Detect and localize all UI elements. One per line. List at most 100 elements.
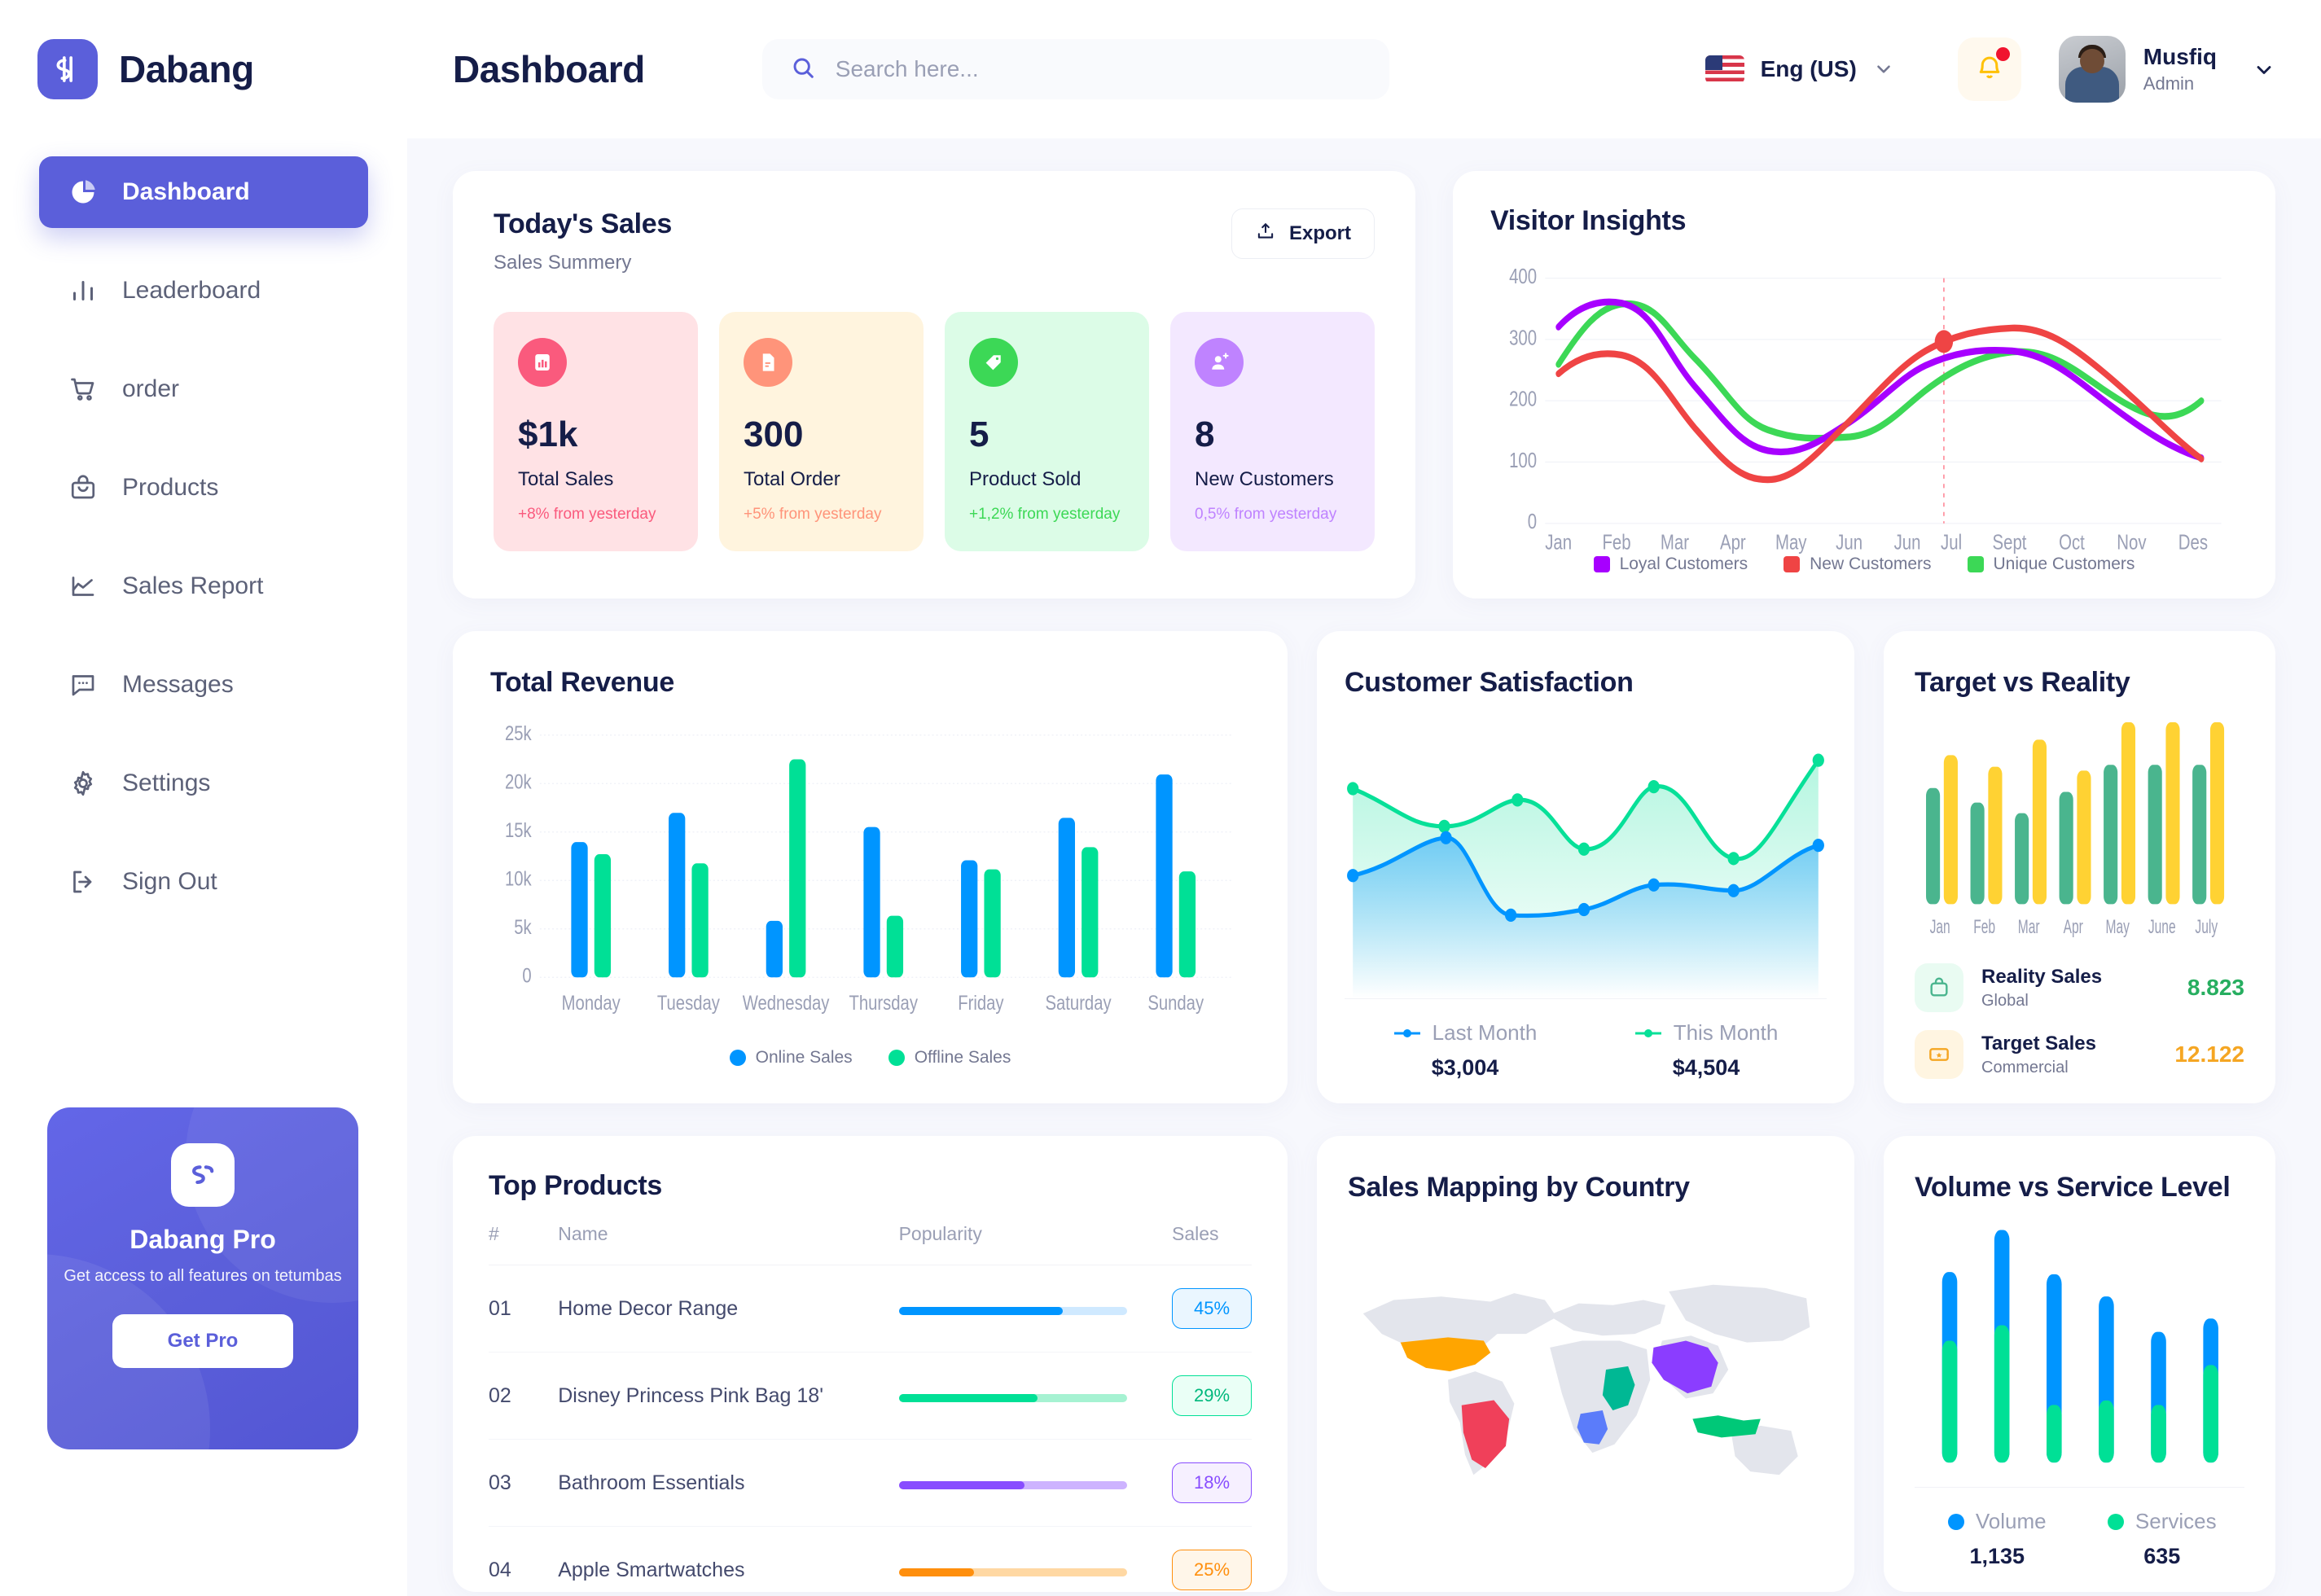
svg-text:Jul: Jul xyxy=(1941,530,1962,554)
main-area: Dashboard Eng (US) xyxy=(407,0,2321,1596)
row-3: Top Products # Name Popularity Sales xyxy=(453,1136,2275,1592)
topbar-right: Eng (US) Mus xyxy=(1705,36,2274,103)
legend-item: Offline Sales xyxy=(888,1048,1011,1068)
product-num: 04 xyxy=(489,1558,511,1581)
sidebar-nav: Dashboard Leaderboard order xyxy=(0,156,407,918)
target-vs-reality-title: Target vs Reality xyxy=(1915,667,2130,698)
customer-satisfaction-svg xyxy=(1347,753,1824,998)
region-china[interactable] xyxy=(1652,1340,1718,1394)
product-name: Apple Smartwatches xyxy=(558,1558,745,1581)
sidebar-item-order[interactable]: order xyxy=(39,353,368,425)
cart-icon xyxy=(67,373,99,406)
us-flag-icon xyxy=(1705,55,1744,83)
notification-button[interactable] xyxy=(1957,37,2021,101)
legend-label: New Customers xyxy=(1810,555,1932,573)
product-sales: 25% xyxy=(1172,1527,1252,1596)
svg-text:Friday: Friday xyxy=(958,992,1004,1014)
svg-text:Feb: Feb xyxy=(1973,917,1995,938)
table-row[interactable]: 02 Disney Princess Pink Bag 18' 29% xyxy=(489,1352,1252,1440)
sidebar-item-messages[interactable]: Messages xyxy=(39,649,368,721)
row-2: Total Revenue xyxy=(453,631,2275,1103)
sidebar-item-products[interactable]: Products xyxy=(39,452,368,524)
get-pro-button[interactable]: Get Pro xyxy=(112,1314,293,1368)
legend-label: This Month xyxy=(1673,1020,1779,1045)
legend-item: Volume xyxy=(1947,1509,2047,1534)
legend-label: Volume xyxy=(1975,1509,2047,1533)
volume-service-svg xyxy=(1941,1230,2218,1463)
region-united-states[interactable] xyxy=(1400,1337,1491,1372)
region-dr-congo[interactable] xyxy=(1577,1410,1608,1445)
language-selector[interactable]: Eng (US) xyxy=(1705,55,1894,83)
svg-text:Wednesday: Wednesday xyxy=(743,992,830,1014)
svg-text:Jan: Jan xyxy=(1930,917,1950,938)
table-row[interactable]: 03 Bathroom Essentials 18% xyxy=(489,1439,1252,1527)
export-button[interactable]: Export xyxy=(1231,208,1375,259)
svg-text:May: May xyxy=(1775,530,1807,554)
sidebar-item-sign-out[interactable]: Sign Out xyxy=(39,846,368,918)
legend-value: 12.122 xyxy=(2174,1041,2244,1067)
stat-grid: $1k Total Sales +8% from yesterday 300 T… xyxy=(494,312,1375,551)
stat-card-total-sales[interactable]: $1k Total Sales +8% from yesterday xyxy=(494,312,698,551)
user-add-icon xyxy=(1195,338,1244,387)
search-input[interactable] xyxy=(835,56,1362,82)
stat-card-product-sold[interactable]: 5 Product Sold +1,2% from yesterday xyxy=(945,312,1149,551)
svg-text:Sept: Sept xyxy=(1993,530,2027,554)
sales-badge: 18% xyxy=(1172,1462,1252,1503)
sidebar-item-sales-report[interactable]: Sales Report xyxy=(39,550,368,622)
sidebar: Dabang Dashboard Leaderboard xyxy=(0,0,407,1596)
page-title: Dashboard xyxy=(453,48,645,90)
invoice-icon xyxy=(744,338,792,387)
region-indonesia[interactable] xyxy=(1692,1415,1761,1438)
sidebar-item-label: Sign Out xyxy=(122,868,217,895)
svg-text:200: 200 xyxy=(1509,387,1537,410)
avatar[interactable] xyxy=(2058,36,2126,103)
visitor-insights-title: Visitor Insights xyxy=(1490,205,1687,236)
stat-card-new-customers[interactable]: 8 New Customers 0,5% from yesterday xyxy=(1170,312,1375,551)
sidebar-item-leaderboard[interactable]: Leaderboard xyxy=(39,255,368,327)
product-popularity xyxy=(898,1265,1172,1353)
brand[interactable]: Dabang xyxy=(0,0,407,99)
sidebar-item-label: Dashboard xyxy=(122,178,250,205)
sales-badge: 25% xyxy=(1172,1550,1252,1590)
table-header-row: # Name Popularity Sales xyxy=(489,1223,1252,1265)
stat-delta: +1,2% from yesterday xyxy=(969,506,1121,523)
todays-sales-card: Today's Sales Sales Summery Export xyxy=(453,171,1415,598)
bag-icon xyxy=(67,471,99,504)
search-icon xyxy=(790,55,816,85)
legend-dot xyxy=(888,1050,905,1066)
svg-text:0: 0 xyxy=(522,965,531,987)
region-saudi-arabia[interactable] xyxy=(1602,1366,1635,1411)
table-row[interactable]: 04 Apple Smartwatches 25% xyxy=(489,1527,1252,1596)
svg-text:Nov: Nov xyxy=(2117,530,2147,554)
search-box[interactable] xyxy=(761,39,1389,99)
region-brazil[interactable] xyxy=(1461,1400,1510,1468)
table-row[interactable]: 01 Home Decor Range 45% xyxy=(489,1265,1252,1353)
chevron-down-icon[interactable] xyxy=(2253,59,2274,80)
chat-icon xyxy=(67,669,99,701)
stat-label: Total Sales xyxy=(518,468,614,490)
customer-satisfaction-footer: Last Month $3,004 This Month $4,504 xyxy=(1345,998,1827,1081)
svg-text:Oct: Oct xyxy=(2059,530,2085,554)
svg-text:20k: 20k xyxy=(505,771,532,793)
svg-text:July: July xyxy=(2195,917,2218,938)
sidebar-item-dashboard[interactable]: Dashboard xyxy=(39,156,368,228)
tag-icon xyxy=(969,338,1018,387)
stat-value: 8 xyxy=(1195,414,1215,454)
product-sales: 29% xyxy=(1172,1352,1252,1440)
legend-label: Target Sales xyxy=(1981,1032,2096,1054)
target-vs-reality-chart: Jan Feb Mar Apr May June July xyxy=(1915,707,2244,949)
target-vs-reality-card: Target vs Reality xyxy=(1884,631,2275,1103)
stat-card-total-order[interactable]: 300 Total Order +5% from yesterday xyxy=(719,312,924,551)
sidebar-item-settings[interactable]: Settings xyxy=(39,748,368,819)
svg-text:25k: 25k xyxy=(505,722,532,744)
user-meta[interactable]: Musfiq Admin xyxy=(2143,44,2217,94)
legend-label: Services xyxy=(2135,1509,2217,1533)
sales-mapping-card: Sales Mapping by Country xyxy=(1317,1136,1854,1592)
chevron-down-icon xyxy=(1873,59,1894,80)
sidebar-item-label: Settings xyxy=(122,770,211,796)
svg-text:Saturday: Saturday xyxy=(1046,992,1112,1014)
legend-label: Last Month xyxy=(1432,1020,1538,1045)
product-sales: 18% xyxy=(1172,1439,1252,1527)
bell-icon xyxy=(1974,52,2005,87)
